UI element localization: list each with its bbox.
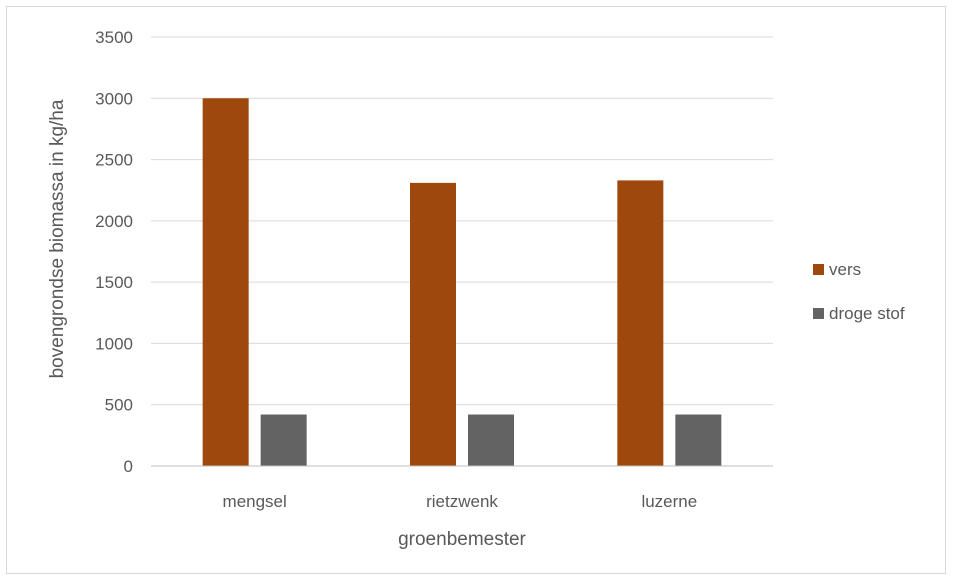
y-tick-label: 1000 bbox=[95, 334, 133, 353]
legend-label: droge stof bbox=[829, 304, 905, 323]
legend-label: vers bbox=[829, 260, 861, 279]
legend-swatch bbox=[813, 308, 824, 319]
bar-droge-stof-rietzwenk bbox=[468, 414, 514, 466]
bar-vers-mengsel bbox=[202, 98, 249, 467]
bar-droge-stof-luzerne bbox=[675, 414, 722, 466]
y-tick-label: 3000 bbox=[95, 89, 133, 108]
y-tick-label: 500 bbox=[105, 396, 133, 415]
bar-chart: 0 500 1000 1500 2000 2500 3000 3500 mengsel rietz… bbox=[47, 28, 905, 550]
bars bbox=[202, 98, 722, 467]
y-tick-label: 1500 bbox=[95, 273, 133, 292]
y-tick-label: 2500 bbox=[95, 151, 133, 170]
y-axis-title: bovengrondse biomassa in kg/ha bbox=[47, 99, 68, 378]
x-axis-title: groenbemester bbox=[398, 529, 526, 550]
y-tick-label: 0 bbox=[124, 457, 133, 476]
x-tick-label: luzerne bbox=[641, 492, 697, 511]
bar-vers-rietzwenk bbox=[410, 182, 456, 467]
x-tick-label: mengsel bbox=[223, 492, 287, 511]
gridlines bbox=[151, 36, 773, 406]
y-tick-label: 2000 bbox=[95, 212, 133, 231]
legend: vers droge stof bbox=[813, 260, 905, 323]
x-tick-label: rietzwenk bbox=[426, 492, 498, 511]
axes: 0 500 1000 1500 2000 2500 3000 3500 mengsel rietz… bbox=[95, 28, 773, 511]
y-tick-label: 3500 bbox=[95, 28, 133, 47]
chart-frame: 0 500 1000 1500 2000 2500 3000 3500 mengsel rietz… bbox=[6, 6, 946, 574]
legend-swatch bbox=[813, 264, 824, 275]
bar-droge-stof-mengsel bbox=[260, 414, 307, 466]
bar-vers-luzerne bbox=[617, 180, 664, 466]
